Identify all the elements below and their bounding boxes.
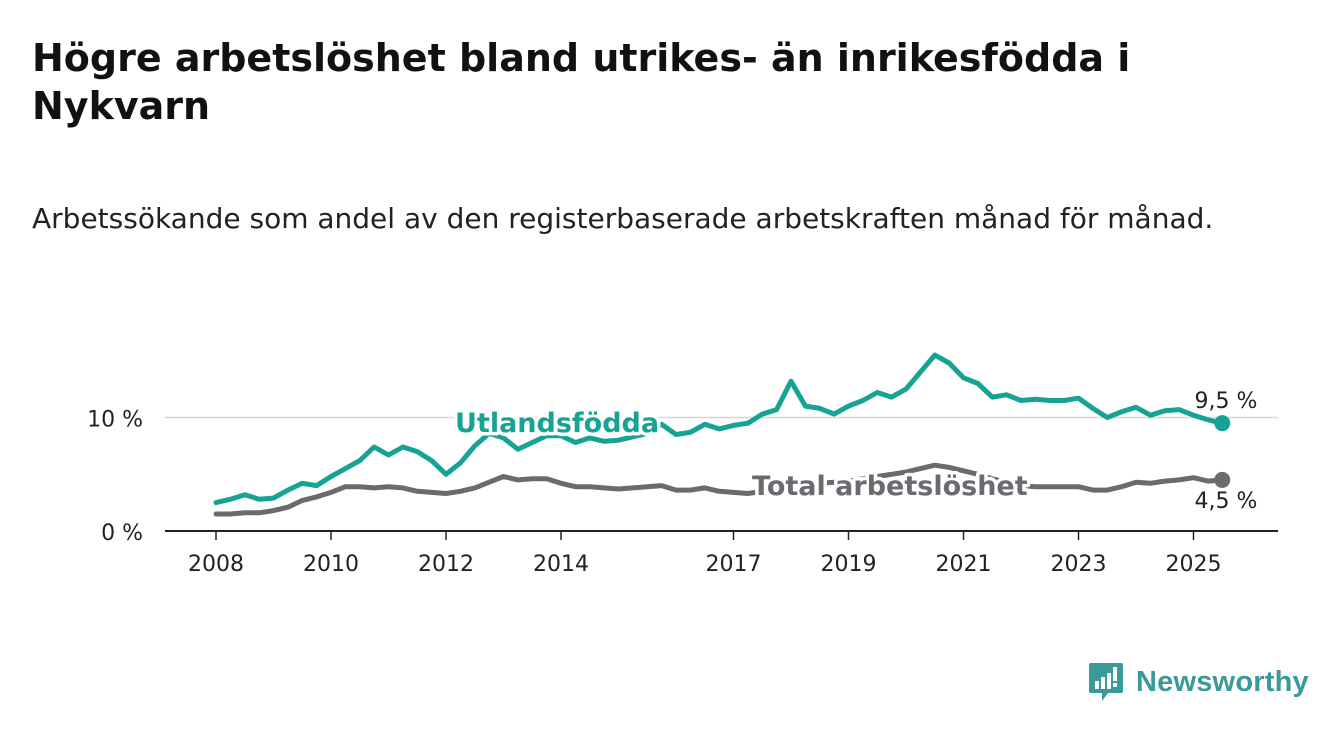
end-point-total (1214, 471, 1231, 488)
y-tick-label: 0 % (101, 521, 143, 546)
y-tick-label: 10 % (87, 408, 143, 433)
logo-text: Newsworthy (1136, 665, 1309, 698)
series-line-utlandsfodda (213, 352, 1225, 506)
x-tick-label: 2008 (188, 552, 244, 577)
chart-title: Högre arbetslöshet bland utrikes- än inr… (32, 36, 1131, 128)
end-label-total: 4,5 % (1195, 489, 1258, 514)
x-tick-label: 2019 (821, 552, 877, 577)
end-point-utlandsfodda (1214, 415, 1231, 432)
newsworthy-logo-icon (1089, 663, 1123, 701)
x-tick-label: 2023 (1051, 552, 1107, 577)
x-tick-label: 2017 (706, 552, 762, 577)
end-label-utlandsfodda: 9,5 % (1195, 389, 1258, 414)
series-label-total: Total arbetslöshet (752, 471, 1028, 502)
chart-subtitle: Arbetssökande som andel av den registerb… (32, 202, 1214, 235)
x-tick-label: 2010 (303, 552, 359, 577)
x-tick-label: 2025 (1166, 552, 1222, 577)
series-label-utlandsfodda: Utlandsfödda (455, 408, 659, 439)
x-tick-label: 2021 (936, 552, 992, 577)
newsworthy-logo: Newsworthy (1088, 660, 1309, 704)
x-tick-label: 2014 (533, 552, 589, 577)
x-tick-label: 2012 (418, 552, 474, 577)
series-line-total (213, 462, 1225, 517)
